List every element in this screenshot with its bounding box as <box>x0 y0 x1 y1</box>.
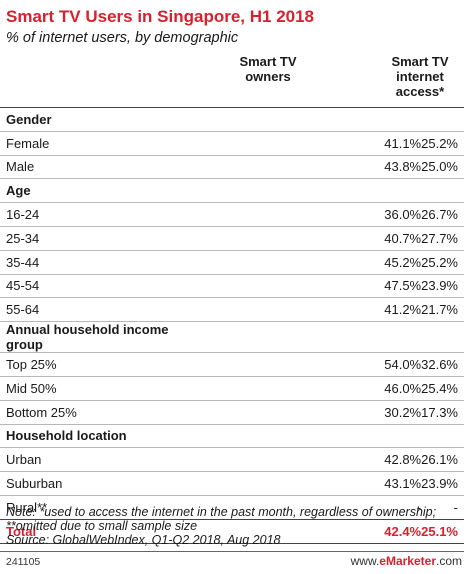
table-row: Mid 50% 46.0% 25.4% <box>0 375 464 401</box>
footnote: Note: *used to access the internet in th… <box>6 505 461 547</box>
table-row: Male 43.8% 25.0% <box>0 154 464 179</box>
owners-value: 43.1% <box>189 471 422 496</box>
internet-access-value: 26.1% <box>421 447 464 472</box>
owners-value: 41.1% <box>189 130 422 156</box>
row-label: Bottom 25% <box>0 399 190 425</box>
owners-value <box>189 423 422 448</box>
data-table: Gender Female 41.1% 25.2% Male 43.8% 25.0% Age 1… <box>0 107 464 544</box>
table-row: 25-34 40.7% 27.7% <box>0 225 464 251</box>
row-label: Mid 50% <box>0 375 190 401</box>
internet-access-value: 25.4% <box>421 375 464 401</box>
row-label: 45-54 <box>0 273 190 298</box>
row-label: 16-24 <box>0 202 190 227</box>
table-group-row: Household location <box>0 423 464 448</box>
note-text: Note: *used to access the internet in th… <box>6 505 437 533</box>
table-group-row: Annual household income group <box>0 321 464 353</box>
row-label: Household location <box>0 423 190 448</box>
column-header-line: Smart TV <box>391 54 449 69</box>
table-total-row: Total 42.4% 25.1% <box>0 518 464 544</box>
internet-access-value: 25.2% <box>421 249 464 275</box>
row-label: Male <box>0 154 190 179</box>
table-row: Rural** - - <box>0 494 464 520</box>
row-label: Age <box>0 178 190 203</box>
brand-name: eMarketer <box>379 554 436 568</box>
owners-value: 42.4% <box>189 518 422 544</box>
internet-access-value: 23.9% <box>421 471 464 496</box>
column-header-line: internet <box>396 69 444 84</box>
table-row: Top 25% 54.0% 32.6% <box>0 352 464 377</box>
internet-access-value: 17.3% <box>421 399 464 425</box>
row-label: Rural** <box>0 494 190 520</box>
internet-access-value <box>421 321 464 353</box>
owners-value: 46.0% <box>189 375 422 401</box>
owners-value: 41.2% <box>189 297 422 322</box>
row-label: 25-34 <box>0 225 190 251</box>
table-group-row: Gender <box>0 107 464 132</box>
owners-value: 36.0% <box>189 202 422 227</box>
row-label: Gender <box>0 107 190 132</box>
column-header-line: access* <box>395 84 445 99</box>
table-row: 16-24 36.0% 26.7% <box>0 202 464 227</box>
owners-value: 45.2% <box>189 249 422 275</box>
row-label: 35-44 <box>0 249 190 275</box>
row-label: Total <box>0 518 190 544</box>
internet-access-value: - <box>421 494 464 520</box>
internet-access-value: 26.7% <box>421 202 464 227</box>
chart-title: Smart TV Users in Singapore, H1 2018 <box>6 7 315 26</box>
owners-value: 30.2% <box>189 399 422 425</box>
footer-divider <box>0 551 464 552</box>
column-header-internet-access: Smart TV internet access* <box>370 54 470 99</box>
brand-prefix: www. <box>350 554 380 568</box>
chart-id: 241105 <box>6 556 41 568</box>
internet-access-value: 21.7% <box>421 297 464 322</box>
column-header-line: owners <box>245 69 291 84</box>
internet-access-value <box>421 178 464 203</box>
table-row: Bottom 25% 30.2% 17.3% <box>0 399 464 425</box>
brand-suffix: .com <box>435 554 462 568</box>
row-label: Top 25% <box>0 352 190 377</box>
owners-value: 43.8% <box>189 154 422 179</box>
internet-access-value: 25.2% <box>421 130 464 156</box>
owners-value: 42.8% <box>189 447 422 472</box>
internet-access-value <box>421 423 464 448</box>
table-row: 35-44 45.2% 25.2% <box>0 249 464 275</box>
row-label: Urban <box>0 447 190 472</box>
internet-access-value: 25.1% <box>421 518 464 544</box>
owners-value: 40.7% <box>189 225 422 251</box>
owners-value: 47.5% <box>189 273 422 298</box>
internet-access-value: 32.6% <box>421 352 464 377</box>
brand-logo: www.eMarketer.com <box>351 554 462 568</box>
column-header-owners: Smart TV owners <box>208 54 328 84</box>
chart-subtitle: % of internet users, by demographic <box>6 30 239 46</box>
owners-value <box>189 178 422 203</box>
row-label: 55-64 <box>0 297 190 322</box>
source-text: Source: GlobalWebIndex, Q1-Q2 2018, Aug … <box>6 533 281 547</box>
row-label: Suburban <box>0 471 190 496</box>
internet-access-value: 27.7% <box>421 225 464 251</box>
owners-value <box>189 321 422 353</box>
row-label: Female <box>0 130 190 156</box>
column-header-line: Smart TV <box>239 54 297 69</box>
table-group-row: Age <box>0 178 464 203</box>
internet-access-value <box>421 107 464 132</box>
table-row: Female 41.1% 25.2% <box>0 130 464 156</box>
table-row: 55-64 41.2% 21.7% <box>0 297 464 322</box>
table-row: Suburban 43.1% 23.9% <box>0 471 464 496</box>
table-row: Urban 42.8% 26.1% <box>0 447 464 472</box>
internet-access-value: 25.0% <box>421 154 464 179</box>
owners-value: - <box>189 494 422 520</box>
owners-value <box>189 107 422 132</box>
table-row: 45-54 47.5% 23.9% <box>0 273 464 298</box>
owners-value: 54.0% <box>189 352 422 377</box>
internet-access-value: 23.9% <box>421 273 464 298</box>
row-label: Annual household income group <box>0 321 190 353</box>
